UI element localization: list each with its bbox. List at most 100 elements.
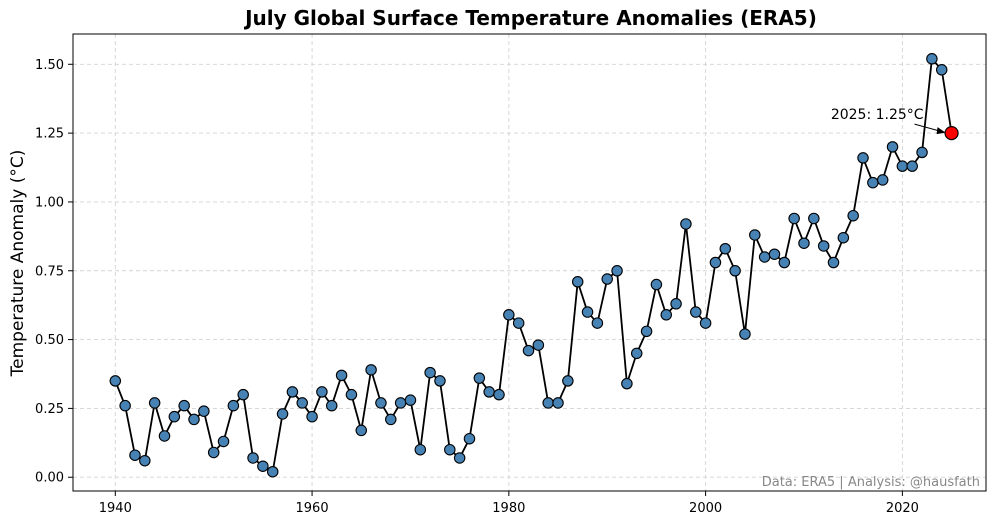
data-point-1992 bbox=[621, 377, 633, 390]
y-tick-label: 0.50 bbox=[35, 333, 64, 348]
x-tick-label: 1940 bbox=[99, 501, 132, 516]
data-point-1943 bbox=[139, 454, 151, 467]
data-point-1997 bbox=[670, 298, 682, 310]
y-axis-ticks: 0.00 0.25 0.50 0.75 1.00 1.25 1.50 bbox=[35, 58, 73, 486]
data-point-1947 bbox=[178, 399, 190, 412]
data-point-2003 bbox=[729, 265, 741, 277]
data-point-1989 bbox=[591, 317, 604, 329]
data-point-1975 bbox=[453, 452, 466, 464]
data-point-1963 bbox=[335, 369, 348, 382]
data-point-1995 bbox=[650, 278, 663, 291]
data-point-1941 bbox=[119, 399, 131, 412]
data-point-1986 bbox=[562, 375, 574, 387]
data-point-1951 bbox=[217, 435, 230, 448]
y-tick-label: 1.50 bbox=[35, 58, 64, 73]
data-point-1996 bbox=[660, 309, 673, 321]
plot-frame bbox=[72, 33, 987, 492]
data-point-1983 bbox=[532, 339, 545, 351]
data-point-1982 bbox=[522, 344, 535, 357]
data-point-1977 bbox=[473, 372, 486, 384]
data-point-1948 bbox=[188, 413, 200, 426]
data-point-1969 bbox=[394, 397, 407, 409]
data-point-2018 bbox=[876, 174, 889, 186]
x-tick-label: 1980 bbox=[492, 501, 525, 516]
data-point-1957 bbox=[276, 408, 289, 420]
y-tick-label: 1.25 bbox=[35, 127, 64, 142]
data-point-1970 bbox=[404, 394, 417, 406]
data-point-1966 bbox=[365, 364, 377, 376]
data-point-1985 bbox=[552, 397, 564, 409]
data-point-1944 bbox=[148, 397, 161, 409]
x-axis-ticks: 1940 1960 1980 2000 2020 bbox=[99, 491, 919, 516]
highlight-point-2025 bbox=[944, 126, 959, 141]
data-point-1978 bbox=[483, 386, 495, 398]
data-point-1976 bbox=[463, 432, 476, 445]
data-point-1956 bbox=[266, 465, 279, 478]
annotation-arrowhead bbox=[936, 127, 946, 135]
credit-text: Data: ERA5 | Analysis: @hausfath bbox=[762, 475, 980, 490]
data-point-1993 bbox=[630, 347, 643, 360]
data-point-1964 bbox=[345, 388, 358, 401]
data-point-2023 bbox=[926, 53, 938, 65]
data-point-2014 bbox=[837, 231, 850, 244]
highlight-label: 2025: 1.25°C bbox=[831, 107, 924, 123]
data-point-2001 bbox=[709, 256, 722, 269]
data-point-2022 bbox=[916, 146, 928, 159]
data-point-1979 bbox=[493, 388, 505, 401]
data-point-2012 bbox=[817, 240, 830, 252]
data-point-2002 bbox=[719, 242, 732, 255]
x-tick-label: 2020 bbox=[886, 501, 919, 516]
data-point-1980 bbox=[503, 309, 515, 321]
data-point-2007 bbox=[768, 248, 781, 260]
data-point-1991 bbox=[611, 265, 623, 277]
data-point-1987 bbox=[571, 276, 584, 288]
data-point-2024 bbox=[935, 64, 948, 76]
y-tick-label: 1.00 bbox=[35, 195, 64, 210]
data-point-2009 bbox=[788, 212, 800, 225]
series-line bbox=[114, 57, 953, 473]
y-axis-title: Temperature Anomaly (°C) bbox=[8, 150, 28, 378]
data-point-1981 bbox=[512, 317, 525, 329]
data-point-1988 bbox=[581, 306, 594, 318]
data-point-1968 bbox=[385, 413, 397, 426]
data-point-1946 bbox=[168, 410, 181, 423]
data-point-1984 bbox=[542, 397, 554, 409]
x-tick-label: 1960 bbox=[296, 501, 329, 516]
series-line-layer bbox=[114, 57, 953, 473]
data-point-2020 bbox=[896, 160, 909, 172]
data-point-2000 bbox=[699, 317, 712, 329]
x-tick-label: 2000 bbox=[689, 501, 722, 516]
data-point-1955 bbox=[257, 460, 269, 472]
data-point-1965 bbox=[355, 424, 368, 437]
data-point-2019 bbox=[886, 141, 899, 153]
data-point-1994 bbox=[640, 325, 653, 338]
data-point-2005 bbox=[749, 229, 761, 241]
data-point-1959 bbox=[296, 397, 308, 409]
data-point-1974 bbox=[444, 443, 456, 456]
data-point-2010 bbox=[798, 237, 810, 249]
data-point-1961 bbox=[316, 386, 328, 398]
data-point-1953 bbox=[237, 388, 249, 401]
data-point-2008 bbox=[778, 256, 791, 269]
data-point-1949 bbox=[198, 405, 210, 417]
data-point-1962 bbox=[325, 399, 338, 412]
data-point-2011 bbox=[808, 212, 820, 225]
highlight-layer: 2025: 1.25°C bbox=[831, 107, 959, 141]
data-point-1973 bbox=[434, 375, 446, 387]
y-tick-label: 0.25 bbox=[35, 402, 64, 417]
data-point-1942 bbox=[129, 449, 141, 461]
data-point-1960 bbox=[306, 410, 318, 423]
data-point-1950 bbox=[207, 446, 220, 459]
data-point-1990 bbox=[601, 273, 613, 285]
data-point-1958 bbox=[286, 386, 299, 398]
data-point-1967 bbox=[375, 397, 387, 409]
data-point-2006 bbox=[758, 251, 771, 263]
data-point-1998 bbox=[680, 218, 692, 230]
data-point-1954 bbox=[247, 452, 259, 464]
data-point-2015 bbox=[847, 209, 859, 222]
data-point-2016 bbox=[857, 152, 869, 164]
data-point-1945 bbox=[158, 430, 171, 442]
data-point-1940 bbox=[109, 375, 122, 387]
y-tick-label: 0.75 bbox=[35, 264, 64, 279]
